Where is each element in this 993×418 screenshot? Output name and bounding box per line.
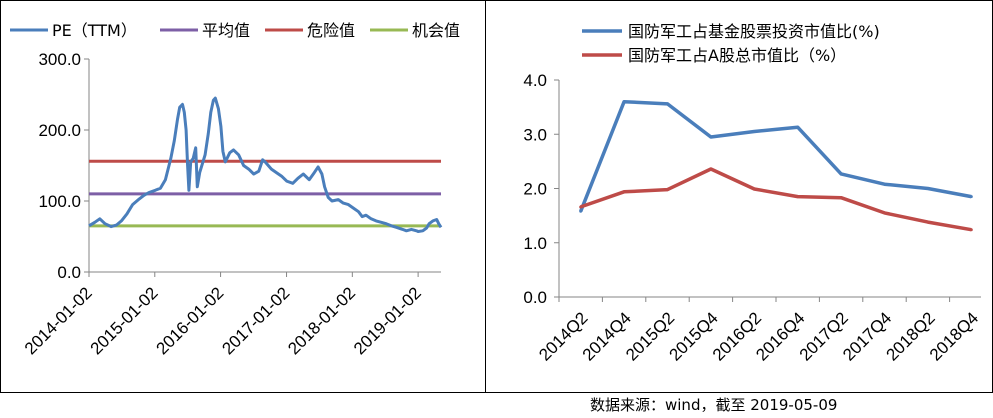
ashare-share-line-point xyxy=(622,190,626,194)
ashare-share-line-point xyxy=(969,228,973,232)
fund-share-line-point xyxy=(709,135,713,139)
fund-share-line-point xyxy=(752,130,756,134)
fund-share-line-point xyxy=(579,209,583,213)
legend-pe-ttm-label: PE（TTM） xyxy=(52,21,137,40)
left-x-tick-label: 2017-01-02 xyxy=(218,283,293,358)
left-y-tick-label: 200.0 xyxy=(38,121,81,140)
fund-share-line-point xyxy=(969,195,973,199)
ashare-share-line-point xyxy=(666,188,669,192)
ashare-share-line-point xyxy=(926,220,930,224)
legend-ashare-share-label: 国防军工占A股总市值比（%） xyxy=(628,46,846,65)
left-x-tick-label: 2015-01-02 xyxy=(87,283,162,358)
right-y-tick-label: 0.0 xyxy=(523,288,547,307)
right-y-tick-label: 2.0 xyxy=(523,180,547,199)
left-y-tick-label: 100.0 xyxy=(38,192,81,211)
legend-fund-share-label: 国防军工占基金股票投资市值比(%) xyxy=(628,22,880,41)
left-y-tick-label: 300.0 xyxy=(38,50,81,69)
left-y-tick-label: 0.0 xyxy=(57,263,81,282)
ashare-share-line xyxy=(580,167,972,232)
legend-danger-label: 危险值 xyxy=(307,21,355,40)
fund-share-line-point xyxy=(666,102,669,106)
left-x-tick-label: 2014-01-02 xyxy=(21,283,96,358)
ashare-share-line-point xyxy=(579,205,583,209)
ashare-share-line-point xyxy=(839,196,843,200)
ashare-share-line-point xyxy=(709,167,713,171)
ashare-share-line-point xyxy=(796,195,800,199)
fund-share-line-point xyxy=(883,182,886,186)
fund-share-line-point xyxy=(622,100,626,104)
ashare-share-line-point xyxy=(883,211,886,215)
ashare-share-line-point xyxy=(752,187,756,191)
right-y-tick-label: 1.0 xyxy=(523,234,547,253)
pe-ttm-line xyxy=(88,96,443,233)
fund-share-line-point xyxy=(796,125,800,129)
right-y-tick-label: 4.0 xyxy=(523,71,547,90)
fund-share-line-point xyxy=(839,172,843,176)
legend-average-label: 平均值 xyxy=(202,21,250,40)
right-y-tick-label: 3.0 xyxy=(523,125,547,144)
left-x-tick-label: 2018-01-02 xyxy=(284,283,359,358)
fund-share-line-point xyxy=(926,187,930,190)
right-x-tick-label: 2018Q4 xyxy=(926,308,982,364)
fund-share-line xyxy=(579,99,972,212)
left-x-tick-label: 2019-01-02 xyxy=(350,283,425,358)
source-note: 数据来源：wind，截至 2019-05-09 xyxy=(590,396,838,414)
legend-opportunity-label: 机会值 xyxy=(412,21,460,40)
left-x-tick-label: 2016-01-02 xyxy=(152,283,227,358)
